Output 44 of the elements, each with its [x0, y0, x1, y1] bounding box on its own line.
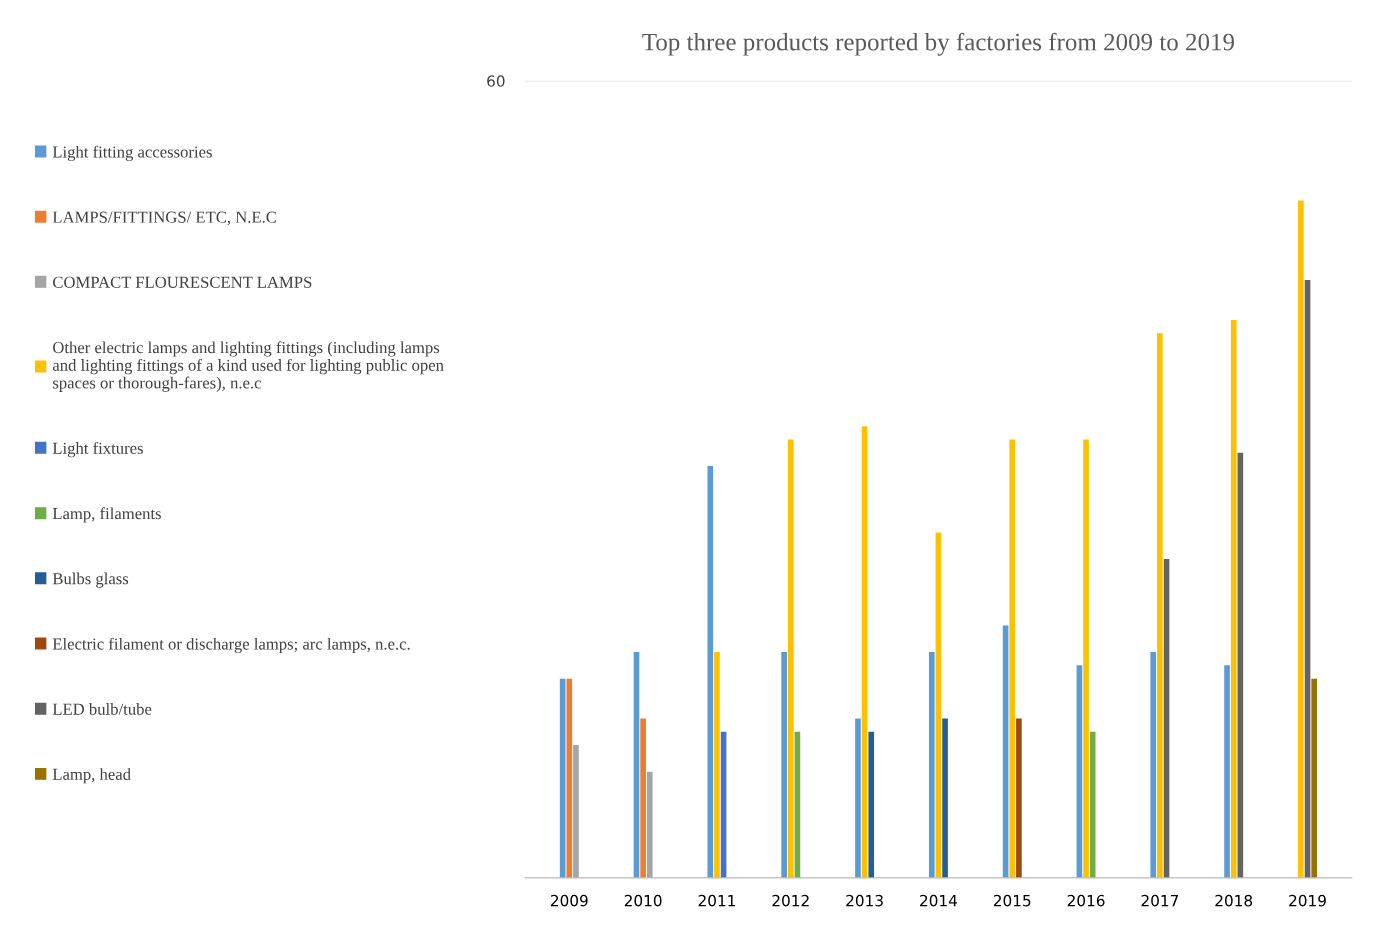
bar	[1009, 439, 1016, 878]
bar	[781, 652, 787, 878]
x-tick-label: 2011	[698, 894, 735, 907]
bar	[640, 718, 646, 878]
x-tick-label: 2013	[846, 894, 883, 907]
x-tick-label: 2010	[624, 894, 662, 907]
legend-label: Light fixtures	[52, 441, 143, 458]
bar	[1157, 333, 1163, 878]
legend-label: Lamp, head	[52, 768, 131, 784]
x-tick-label: 2017	[1141, 894, 1179, 907]
bar	[1224, 665, 1230, 878]
bar	[573, 745, 579, 878]
bar	[1311, 678, 1317, 878]
bar	[787, 439, 794, 878]
bar	[928, 652, 935, 878]
x-tick-label: 2014	[920, 894, 957, 907]
bar	[1016, 718, 1022, 878]
legend-label: LAMPS/FITTINGS/ ETC, N.E.C	[52, 211, 276, 226]
bar	[868, 731, 875, 878]
bar	[1150, 652, 1157, 878]
y-tick-label: 60	[487, 75, 505, 87]
x-tick-label: 2009	[550, 894, 588, 907]
bar	[942, 718, 948, 878]
chart-title: Top three products reported by factories from 2009 to 2019	[642, 32, 1234, 56]
bar	[646, 771, 653, 878]
bar	[566, 678, 573, 878]
legend-label: Electric filament or discharge lamps; arc lamps, n.e.c.	[52, 637, 410, 654]
x-tick-label: 2018	[1215, 894, 1253, 907]
x-tick-label: 2016	[1067, 894, 1105, 907]
bar	[1089, 731, 1096, 878]
x-tick-label: 2012	[772, 894, 809, 907]
legend-label: Light fitting accessories	[52, 145, 212, 162]
legend-label: Other electric lamps and lighting fittings (including lamps and lighting fittings of a kind used for lighting public open spaces or thorough-fares), n.e.c	[52, 341, 444, 392]
bar	[855, 718, 861, 878]
x-tick-label: 2015	[993, 894, 1031, 907]
x-tick-label: 2019	[1289, 894, 1326, 907]
bar	[707, 466, 714, 878]
legend-label: Lamp, filaments	[52, 507, 161, 523]
bar	[1083, 439, 1089, 878]
legend-label: COMPACT FLOURESCENT LAMPS	[53, 276, 312, 288]
legend-label: Bulbs glass	[52, 572, 129, 588]
legend-label: LED bulb/tube	[52, 703, 152, 715]
bar	[1230, 319, 1237, 878]
bar	[714, 652, 720, 878]
